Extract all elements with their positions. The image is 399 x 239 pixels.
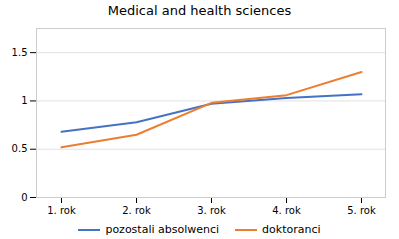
svg-text:1. rok: 1. rok: [47, 205, 76, 216]
svg-text:1.5: 1.5: [12, 47, 28, 58]
svg-text:0.5: 0.5: [12, 143, 28, 154]
svg-text:5. rok: 5. rok: [347, 205, 376, 216]
svg-text:4. rok: 4. rok: [272, 205, 301, 216]
html-text:doktoranci: doktoranci: [262, 223, 321, 236]
svg-text:3. rok: 3. rok: [197, 205, 226, 216]
html-text:pozostali absolwenci: pozostali absolwenci: [105, 223, 220, 236]
svg-text:1: 1: [21, 95, 27, 106]
svg-text:2. rok: 2. rok: [122, 205, 151, 216]
svg-text:0: 0: [21, 192, 27, 203]
html-text:Medical and health sciences: Medical and health sciences: [107, 3, 292, 18]
